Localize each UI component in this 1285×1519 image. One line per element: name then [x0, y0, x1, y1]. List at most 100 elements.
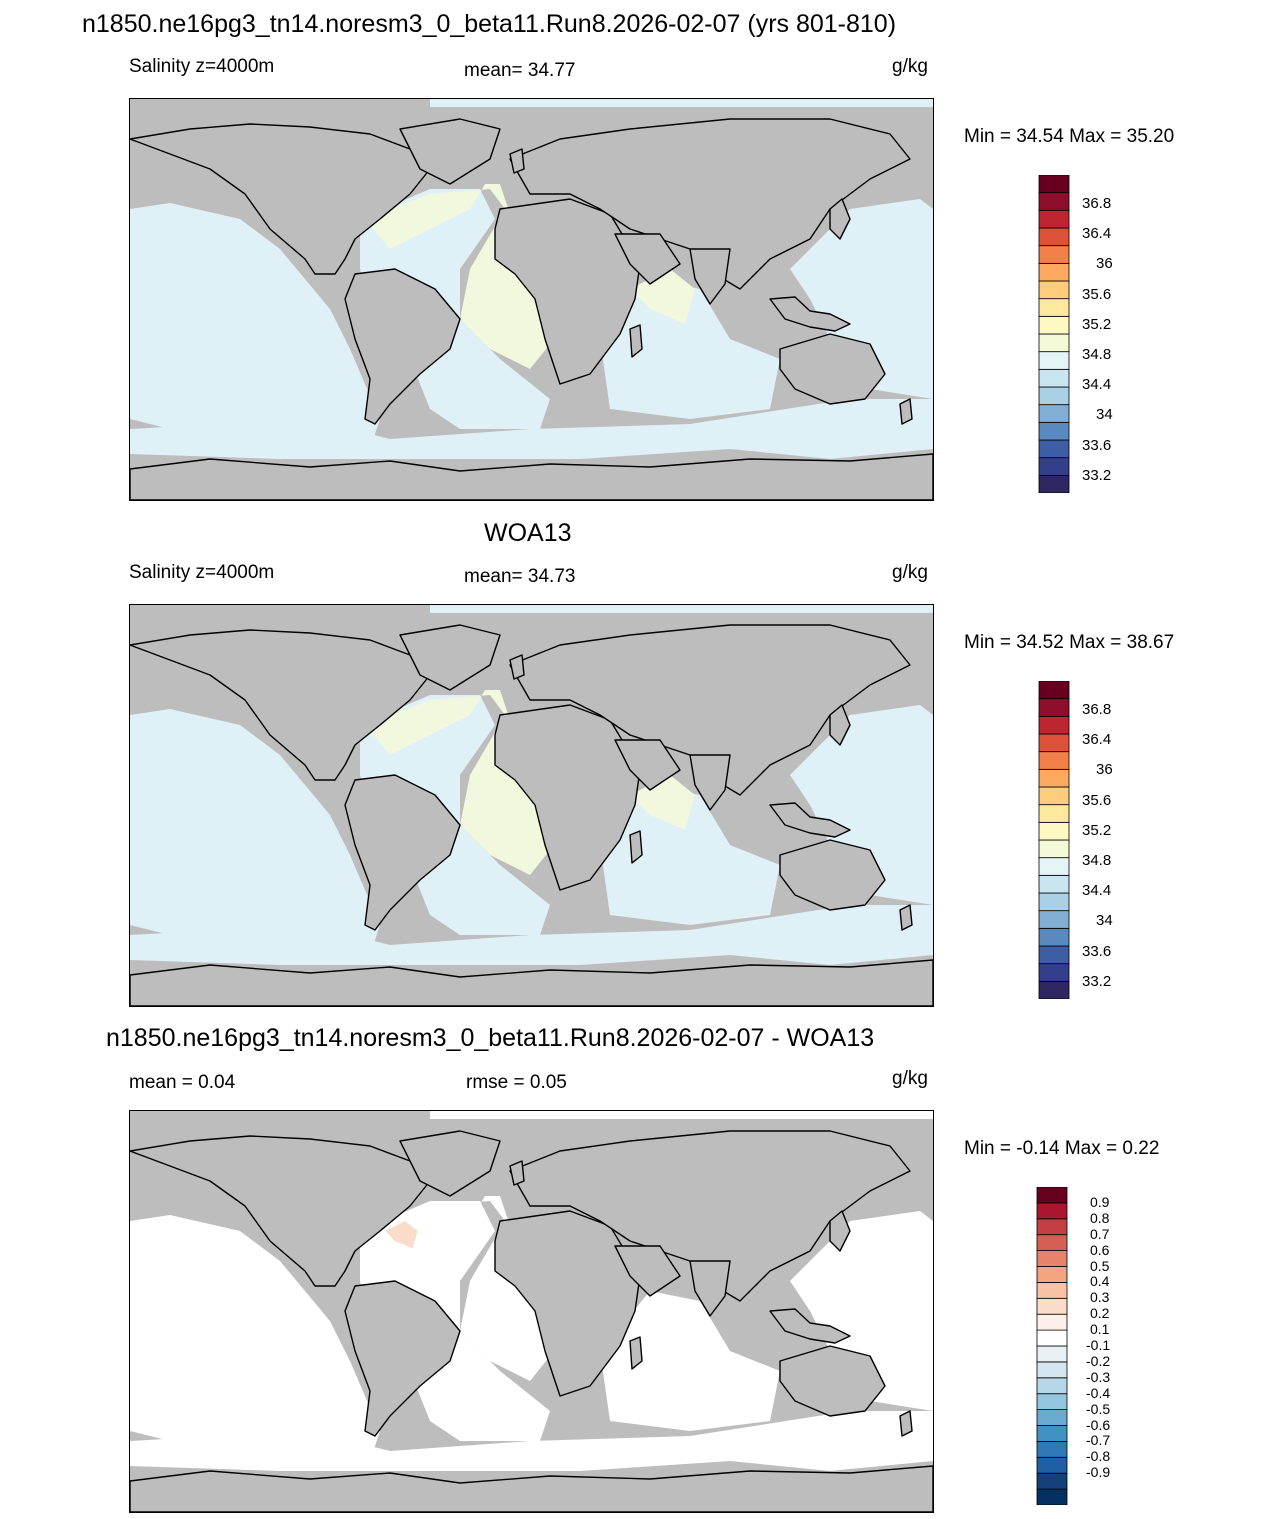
indonesia: [769, 802, 851, 838]
colorbar-swatch: [1038, 892, 1070, 912]
colorbar-swatch: [1036, 1488, 1068, 1506]
colorbar-swatch: [1038, 945, 1070, 965]
madagascar: [629, 1336, 643, 1370]
panel-3-colorbar: [1036, 1186, 1072, 1506]
colorbar-swatch: [1036, 1393, 1068, 1410]
panel-3-minmax: Min = -0.14 Max = 0.22: [964, 1138, 1160, 1159]
colorbar-swatch: [1038, 715, 1070, 735]
panel-1-mean-label: mean= 34.77: [464, 60, 576, 81]
colorbar-tick-label: -0.4: [1086, 1384, 1111, 1401]
colorbar-swatch: [1036, 1409, 1068, 1426]
panel-3-map: [129, 1110, 934, 1513]
colorbar-swatch: [1038, 421, 1070, 441]
north-america: [130, 1135, 431, 1287]
indian-basin: [600, 1291, 780, 1431]
colorbar-swatch: [1038, 404, 1070, 423]
colorbar-swatch: [1038, 280, 1070, 300]
colorbar-swatch: [1038, 474, 1070, 494]
new-zealand: [899, 904, 913, 931]
colorbar-tick-label: -0.3: [1086, 1368, 1111, 1385]
colorbar-tick-label: 0.5: [1090, 1257, 1110, 1274]
japan: [829, 198, 851, 240]
panel-2-mean-label: mean= 34.73: [464, 566, 576, 587]
australia: [779, 1345, 886, 1417]
greenland: [399, 624, 501, 691]
atlantic-basin: [360, 695, 550, 935]
colorbar-tick-label: 0.9: [1090, 1193, 1110, 1210]
colorbar-tick-label: -0.2: [1086, 1352, 1111, 1369]
colorbar-swatch: [1036, 1202, 1068, 1220]
panel-2-map-svg: [130, 605, 933, 1006]
colorbar-swatch: [1036, 1345, 1068, 1363]
arabian-high-salinity: [630, 775, 695, 830]
colorbar-tick-label: 34: [1096, 406, 1113, 424]
colorbar-tick-label: 36.8: [1082, 195, 1112, 212]
colorbar-tick-label: 36.8: [1082, 701, 1112, 718]
antarctica: [130, 453, 933, 500]
colorbar-swatch: [1038, 733, 1070, 753]
colorbar-tick-label: -0.6: [1086, 1416, 1111, 1433]
colorbar-swatch: [1038, 174, 1070, 194]
colorbar-tick-label: 36.4: [1082, 225, 1112, 243]
colorbar-swatch: [1036, 1186, 1068, 1204]
indonesia: [769, 1308, 851, 1344]
colorbar-tick-label: 0.3: [1090, 1289, 1110, 1306]
panel-1-coastlines: [130, 624, 933, 1006]
colorbar-swatch: [1038, 927, 1070, 947]
north-america: [130, 629, 431, 781]
colorbar-tick-label: 0.8: [1090, 1209, 1110, 1226]
colorbar-swatch: [1038, 192, 1070, 211]
arabia: [614, 233, 681, 285]
colorbar-tick-label: -0.8: [1086, 1448, 1111, 1465]
eurasia: [509, 1130, 911, 1302]
southern-ocean: [130, 905, 933, 965]
south-america: [344, 268, 461, 425]
colorbar-swatch: [1038, 457, 1070, 476]
colorbar-swatch: [1038, 351, 1070, 370]
north-america: [130, 123, 431, 275]
west-pacific-basin: [790, 705, 933, 905]
colorbar-swatch: [1038, 333, 1070, 353]
colorbar-tick-label: 34.8: [1082, 852, 1112, 869]
colorbar-tick-label: -0.1: [1086, 1337, 1111, 1353]
colorbar-swatch: [1038, 245, 1070, 264]
africa: [494, 704, 641, 891]
arabia: [614, 1245, 681, 1297]
colorbar-swatch: [1038, 227, 1070, 247]
colorbar-swatch: [1038, 386, 1070, 406]
colorbar-swatch: [1038, 368, 1070, 388]
arctic-strip: [430, 605, 933, 613]
panel-2-colorbar-svg: [1038, 680, 1070, 1000]
atlantic-basin: [360, 189, 550, 429]
australia: [779, 839, 886, 911]
colorbar-swatch: [1038, 910, 1070, 929]
panel-1-colorbar: [1038, 174, 1074, 494]
panel-1-ocean-fields: [130, 99, 933, 459]
indonesia: [769, 296, 851, 332]
colorbar-tick-label: 0.1: [1090, 1321, 1110, 1338]
south-america: [344, 774, 461, 931]
west-pacific-basin: [790, 199, 933, 399]
panel-2-colorbar: [1038, 680, 1074, 1000]
indian-basin: [600, 785, 780, 925]
panel-2-title: WOA13: [484, 519, 572, 547]
colorbar-tick-label: 34.4: [1082, 882, 1112, 900]
colorbar-swatch: [1038, 751, 1070, 770]
uk: [509, 148, 525, 174]
panel-3-rmse-label: rmse = 0.05: [466, 1072, 567, 1093]
japan: [829, 1210, 851, 1252]
colorbar-swatch: [1038, 857, 1070, 876]
colorbar-swatch: [1038, 262, 1070, 282]
colorbar-tick-label: 35.2: [1082, 315, 1112, 333]
india: [689, 248, 731, 305]
colorbar-tick-label: 35.6: [1082, 285, 1112, 303]
panel-3-title: n1850.ne16pg3_tn14.noresm3_0_beta11.Run8…: [106, 1024, 875, 1052]
colorbar-swatch: [1038, 786, 1070, 806]
colorbar-swatch: [1038, 315, 1070, 335]
pacific-basin: [130, 709, 380, 955]
colorbar-swatch: [1036, 1266, 1068, 1283]
colorbar-tick-label: 33.2: [1082, 972, 1112, 990]
panel-1-variable-label: Salinity z=4000m: [129, 56, 275, 77]
colorbar-swatch: [1038, 298, 1070, 317]
colorbar-swatch: [1038, 680, 1070, 700]
